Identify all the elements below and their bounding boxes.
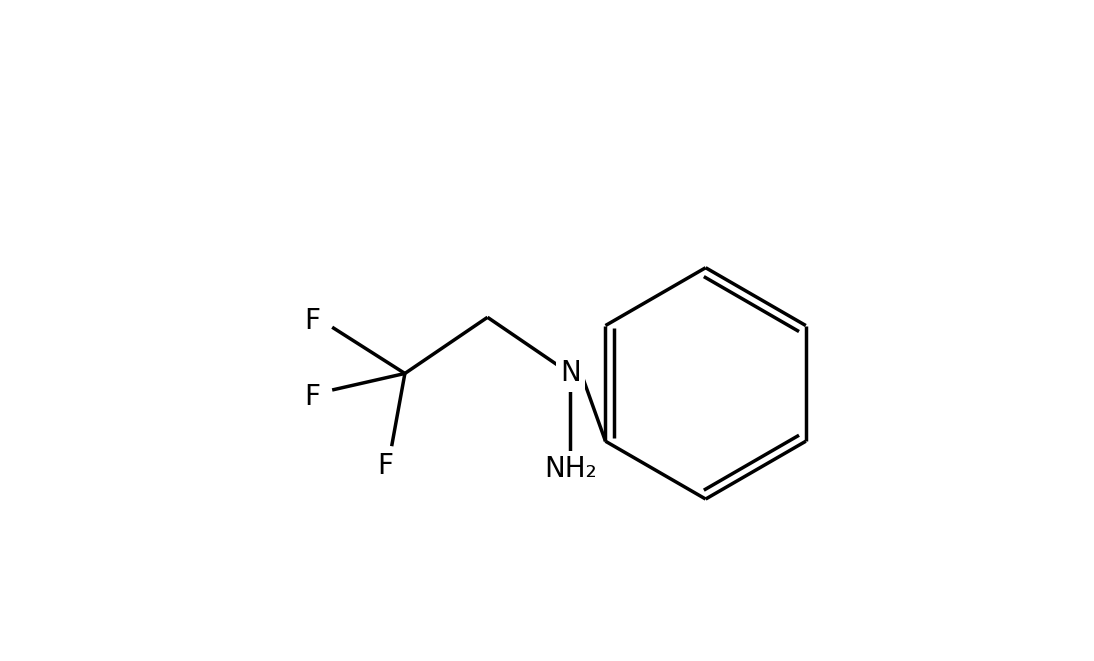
Text: F: F xyxy=(304,307,321,334)
Text: NH₂: NH₂ xyxy=(544,455,596,483)
Text: F: F xyxy=(377,452,393,480)
Text: F: F xyxy=(304,383,321,410)
Text: N: N xyxy=(560,360,581,387)
